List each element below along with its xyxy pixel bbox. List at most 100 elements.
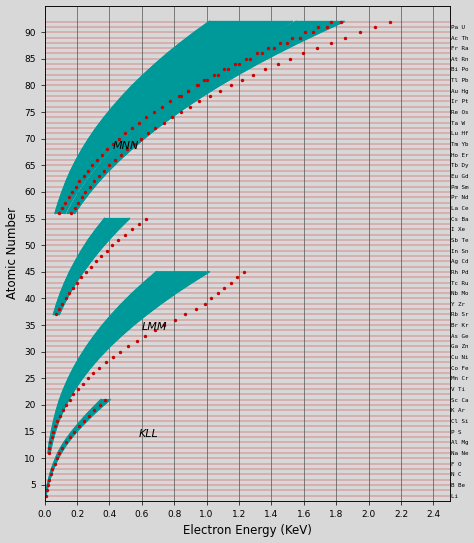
Point — [160, 118, 167, 127]
Point — [328, 17, 335, 26]
Point — [62, 401, 70, 409]
Point — [300, 49, 307, 58]
Point — [246, 54, 254, 63]
Point — [121, 129, 129, 138]
Point — [58, 299, 66, 308]
Point — [62, 438, 70, 447]
Point — [104, 145, 111, 154]
Point — [264, 44, 272, 53]
Point — [216, 86, 224, 95]
Point — [75, 422, 82, 431]
Point — [102, 358, 109, 367]
Point — [296, 33, 303, 42]
Point — [193, 81, 201, 90]
Point — [93, 156, 101, 165]
Polygon shape — [48, 272, 209, 453]
Point — [220, 283, 228, 292]
Point — [65, 193, 73, 201]
Point — [242, 54, 250, 63]
Point — [158, 103, 166, 111]
Point — [194, 81, 201, 90]
Point — [175, 92, 183, 100]
Point — [84, 374, 91, 383]
Point — [47, 470, 55, 478]
Point — [87, 262, 95, 271]
Polygon shape — [67, 22, 344, 213]
Point — [143, 113, 150, 122]
Point — [323, 22, 330, 31]
Point — [46, 443, 53, 452]
Point — [182, 310, 189, 319]
Point — [220, 65, 228, 74]
Point — [249, 71, 257, 79]
Point — [97, 251, 105, 260]
Point — [356, 28, 364, 36]
Point — [143, 214, 150, 223]
Point — [56, 411, 64, 420]
Point — [71, 427, 78, 436]
Point — [150, 108, 158, 116]
Point — [96, 401, 103, 409]
Point — [115, 236, 122, 244]
Point — [238, 76, 246, 85]
Polygon shape — [55, 22, 292, 213]
Point — [166, 97, 174, 106]
Point — [90, 369, 97, 377]
Point — [44, 481, 52, 489]
Point — [50, 427, 57, 436]
Point — [105, 161, 113, 169]
Point — [55, 449, 63, 457]
Point — [123, 145, 131, 154]
Point — [61, 198, 69, 207]
Point — [274, 60, 282, 68]
Point — [72, 182, 80, 191]
Point — [100, 166, 108, 175]
Point — [66, 395, 73, 404]
Point — [53, 454, 61, 463]
Point — [59, 443, 66, 452]
Text: MNN: MNN — [113, 141, 139, 151]
Point — [201, 76, 208, 85]
Polygon shape — [54, 219, 129, 314]
Point — [121, 230, 129, 239]
Point — [72, 204, 79, 212]
Point — [90, 177, 98, 186]
Point — [327, 39, 335, 47]
Point — [76, 177, 83, 186]
Polygon shape — [46, 400, 110, 496]
Text: KLL: KLL — [138, 429, 158, 439]
Point — [103, 246, 110, 255]
Point — [130, 140, 137, 148]
Point — [77, 273, 85, 281]
Point — [227, 278, 235, 287]
Point — [201, 299, 209, 308]
Point — [235, 60, 243, 68]
Point — [67, 209, 74, 218]
Point — [111, 156, 118, 165]
Point — [314, 22, 322, 31]
Point — [210, 71, 218, 79]
Point — [86, 182, 93, 191]
Point — [231, 60, 239, 68]
Point — [84, 166, 92, 175]
Point — [52, 310, 59, 319]
Point — [196, 97, 203, 106]
Point — [98, 150, 106, 159]
Point — [62, 294, 70, 303]
Point — [208, 294, 215, 303]
Point — [206, 92, 213, 100]
Point — [55, 209, 63, 218]
Point — [46, 475, 53, 484]
Point — [80, 416, 88, 425]
Point — [240, 268, 247, 276]
Point — [80, 172, 87, 180]
Y-axis label: Atomic Number: Atomic Number — [6, 207, 18, 299]
Point — [128, 124, 136, 132]
Point — [283, 39, 291, 47]
Text: LMM: LMM — [142, 323, 167, 332]
Point — [184, 86, 192, 95]
Point — [43, 486, 50, 495]
Point — [309, 28, 317, 36]
Point — [227, 81, 234, 90]
Point — [82, 188, 89, 197]
